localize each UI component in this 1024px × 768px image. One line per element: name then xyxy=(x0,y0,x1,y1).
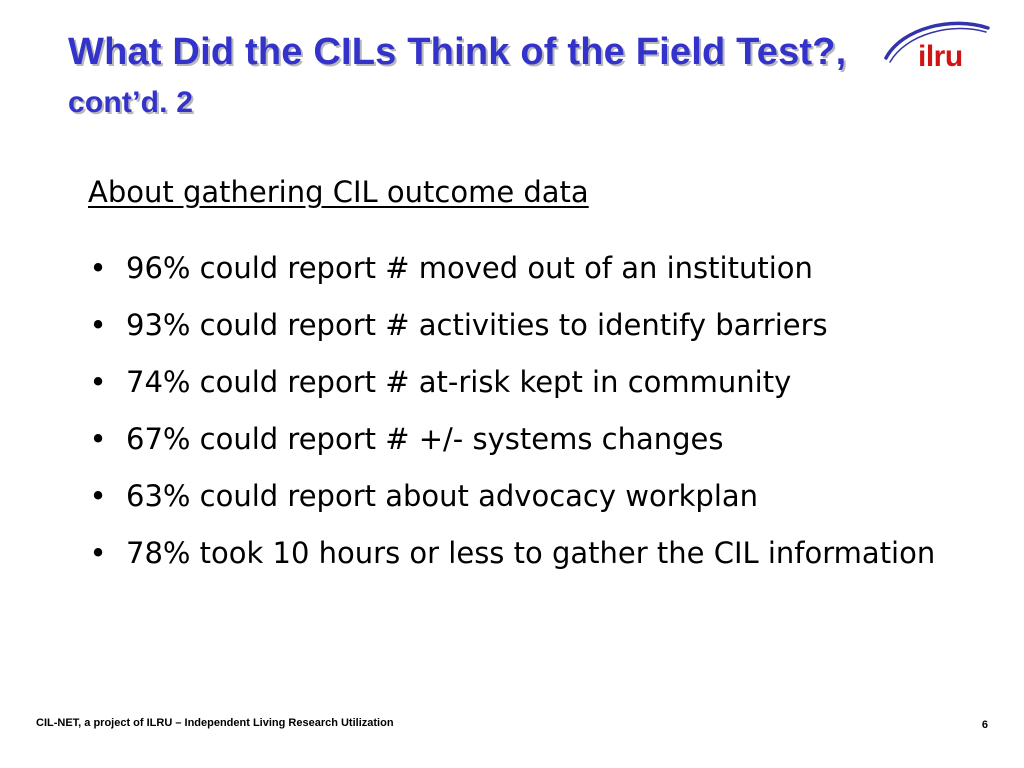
bullet-icon: • xyxy=(89,308,107,342)
list-item: • 67% could report # +/- systems changes xyxy=(88,421,998,457)
section-subheading: About gathering CIL outcome data xyxy=(88,175,589,209)
slide-title: What Did the CILs Think of the Field Tes… xyxy=(68,28,868,127)
list-item: • 96% could report # moved out of an ins… xyxy=(88,250,998,286)
page-number: 6 xyxy=(981,719,988,731)
bullet-icon: • xyxy=(89,479,107,513)
list-item: • 74% could report # at-risk kept in com… xyxy=(88,364,998,400)
bullet-icon: • xyxy=(89,365,107,399)
list-item-text: 96% could report # moved out of an insti… xyxy=(126,251,813,285)
list-item-text: 67% could report # +/- systems changes xyxy=(126,422,724,456)
bullet-icon: • xyxy=(89,422,107,456)
list-item: • 93% could report # activities to ident… xyxy=(88,307,998,343)
logo-text: ilru xyxy=(918,40,963,73)
list-item-text: 78% took 10 hours or less to gather the … xyxy=(126,536,936,570)
logo-swoosh-icon xyxy=(884,21,990,63)
slide-title-suffix: cont’d. 2 xyxy=(68,86,194,119)
list-item: • 78% took 10 hours or less to gather th… xyxy=(88,535,998,571)
bullet-list: • 96% could report # moved out of an ins… xyxy=(88,250,998,592)
ilru-logo: ilru xyxy=(882,18,992,78)
bullet-icon: • xyxy=(89,536,107,570)
bullet-icon: • xyxy=(89,251,107,285)
footer-credit: CIL-NET, a project of ILRU – Independent… xyxy=(36,717,394,729)
list-item: • 63% could report about advocacy workpl… xyxy=(88,478,998,514)
list-item-text: 63% could report about advocacy workplan xyxy=(126,479,759,513)
list-item-text: 93% could report # activities to identif… xyxy=(126,308,828,342)
slide-title-main: What Did the CILs Think of the Field Tes… xyxy=(68,31,847,73)
list-item-text: 74% could report # at-risk kept in commu… xyxy=(126,365,792,399)
